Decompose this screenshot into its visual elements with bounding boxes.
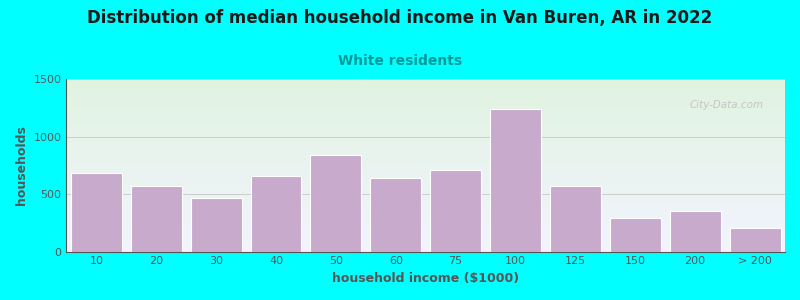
Bar	[550, 186, 601, 252]
Bar	[490, 109, 541, 252]
Bar	[71, 173, 122, 252]
Bar	[610, 218, 661, 252]
Bar	[190, 197, 242, 252]
Text: City-Data.com: City-Data.com	[690, 100, 763, 110]
Bar	[670, 211, 721, 252]
Text: White residents: White residents	[338, 54, 462, 68]
X-axis label: household income ($1000): household income ($1000)	[332, 272, 519, 285]
Bar	[430, 170, 481, 252]
Bar	[370, 178, 422, 252]
Bar	[250, 176, 302, 252]
Bar	[130, 186, 182, 252]
Bar	[310, 155, 362, 252]
Bar	[730, 228, 781, 252]
Text: Distribution of median household income in Van Buren, AR in 2022: Distribution of median household income …	[87, 9, 713, 27]
Y-axis label: households: households	[15, 125, 28, 205]
